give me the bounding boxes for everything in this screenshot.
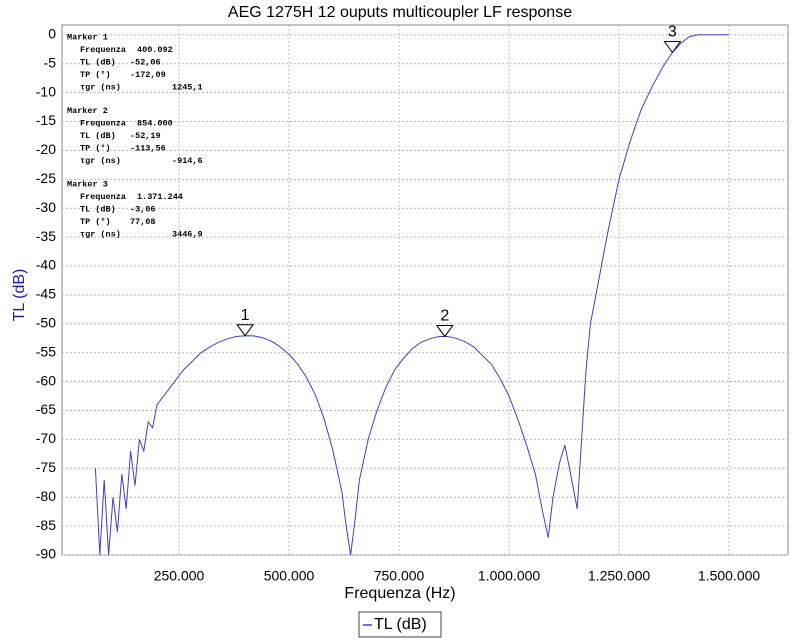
x-tick-label: 1.000.000 [478, 568, 540, 584]
x-tick-label: 1.250.000 [588, 568, 650, 584]
readout-name: TL (dB) [80, 131, 116, 141]
x-tick-label: 500.000 [264, 568, 315, 584]
readout-title: Marker 2 [67, 106, 108, 116]
y-tick-label: -85 [36, 517, 56, 533]
legend-label: TL (dB) [374, 616, 427, 633]
readout-value: -3,06 [130, 204, 156, 214]
y-tick-label: -25 [36, 170, 56, 186]
marker-label: 1 [241, 307, 250, 324]
readout-name: Frequenza [80, 192, 126, 202]
x-tick-label: 750.000 [374, 568, 425, 584]
y-tick-label: -70 [36, 430, 56, 446]
readout-value: -914,6 [172, 156, 203, 166]
y-axis-label: TL (dB) [11, 269, 28, 322]
readout-value: 1245,1 [172, 82, 203, 92]
readout-value: 854.000 [137, 118, 173, 128]
marker-triangle [435, 324, 454, 338]
chart-title: AEG 1275H 12 ouputs multicoupler LF resp… [228, 4, 572, 21]
y-tick-label: 0 [48, 26, 56, 42]
y-tick-label: -5 [44, 54, 57, 70]
readout-name: TP (°) [80, 217, 111, 227]
readout-name: τgr (ns) [80, 229, 121, 239]
marker-label: 3 [668, 24, 677, 41]
y-tick-label: -35 [36, 228, 56, 244]
y-tick-label: -40 [36, 257, 56, 273]
readout-value: -113,56 [130, 143, 166, 153]
readout-name: τgr (ns) [80, 156, 121, 166]
readout-name: TP (°) [80, 70, 111, 80]
y-tick-label: -30 [36, 199, 56, 215]
x-axis-label: Frequenza (Hz) [344, 585, 455, 602]
y-tick-label: -15 [36, 112, 56, 128]
legend-box [358, 611, 442, 638]
readout-title: Marker 1 [67, 32, 108, 42]
marker-label: 2 [440, 308, 449, 325]
y-tick-label: -50 [36, 315, 56, 331]
marker-triangle [236, 324, 255, 337]
readout-value: -52,19 [130, 131, 161, 141]
readout-value: 77,08 [130, 217, 156, 227]
y-tick-label: -75 [36, 459, 56, 475]
y-tick-label: -60 [36, 372, 56, 388]
readout-value: -172,09 [130, 70, 166, 80]
readout-name: TL (dB) [80, 204, 116, 214]
x-tick-label: 250.000 [154, 568, 205, 584]
y-tick-label: -55 [36, 343, 56, 359]
readout-title: Marker 3 [67, 179, 108, 189]
y-tick-label: -20 [36, 141, 56, 157]
y-tick-label: -10 [36, 83, 56, 99]
readout-name: TL (dB) [80, 57, 116, 67]
x-tick-label: 1.500.000 [698, 568, 760, 584]
y-tick-label: -90 [36, 546, 56, 562]
readout-value: 3446,9 [172, 229, 203, 239]
readout-name: τgr (ns) [80, 82, 121, 92]
y-tick-label: -80 [36, 488, 56, 504]
data-line [94, 34, 729, 556]
readout-value: 400.092 [137, 45, 173, 55]
y-tick-label: -45 [36, 286, 56, 302]
readout-value: -52,06 [130, 57, 161, 67]
readout-name: TP (°) [80, 143, 111, 153]
y-tick-label: -65 [36, 401, 56, 417]
readout-name: Frequenza [80, 118, 126, 128]
readout-value: 1.371.244 [137, 192, 183, 202]
marker-triangle [663, 41, 682, 54]
readout-name: Frequenza [80, 45, 126, 55]
plot-area [61, 24, 789, 556]
